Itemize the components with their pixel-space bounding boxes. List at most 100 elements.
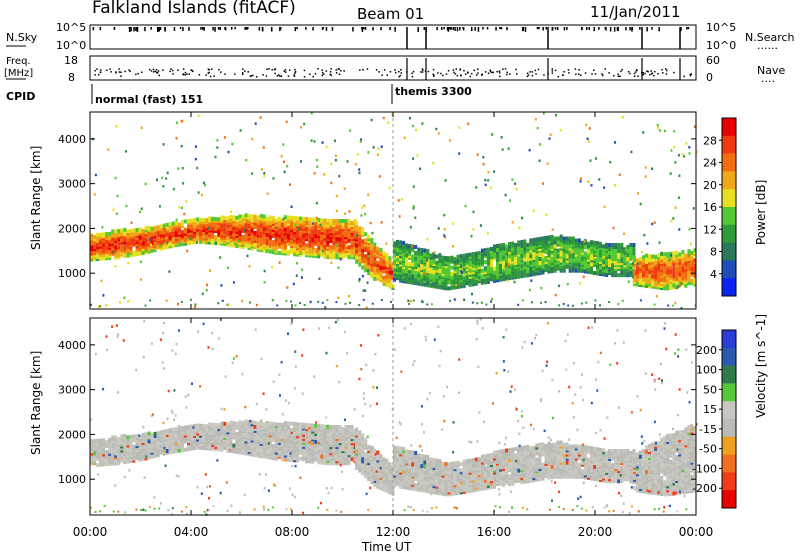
range-cell [480,274,484,279]
range-cell [314,254,318,259]
range-cell [308,217,312,222]
range-cell [223,215,227,220]
range-cell [347,225,351,230]
scatter-point [683,155,685,158]
range-cell [687,249,691,254]
range-cell [162,239,166,244]
freq-point [294,68,296,71]
nsky-bar [164,27,166,31]
colorbar-tick-label: 28 [703,134,717,147]
freq-point [578,69,580,71]
scatter-point [631,262,634,265]
freq-point [527,74,530,76]
range-cell [326,239,330,243]
range-cell [523,239,527,244]
range-cell [290,248,293,252]
range-cell [223,421,227,426]
range-cell [308,433,312,438]
range-cell [379,266,383,271]
range-cell [426,255,430,260]
range-cell [320,238,324,243]
nsky-bar [200,27,202,30]
near-range-point [249,301,252,304]
range-cell [262,214,266,219]
freq-point [98,73,100,76]
freq-point [170,68,172,70]
scatter-point [680,282,683,285]
range-cell [265,431,269,435]
range-cell [193,218,196,222]
range-cell [675,258,679,263]
nsky-bar [471,27,473,31]
range-cell [335,219,339,223]
colorbar-swatch [722,171,736,190]
scatter-point [376,153,379,156]
range-cell [220,421,224,426]
range-cell [317,232,321,237]
freq-point [471,72,473,75]
range-cell [690,278,694,283]
nsky-bar [486,27,489,30]
scatter-point [421,122,424,125]
range-cell [329,239,333,244]
range-cell [102,458,106,463]
range-cell [657,283,661,288]
y-tick-label: 4000 [58,133,86,146]
scatter-point [513,280,516,284]
scatter-point [415,128,417,132]
scatter-point [475,186,478,189]
range-cell [385,252,389,257]
scatter-point [363,204,366,208]
scatter-point [579,177,582,180]
colorbar-swatch [722,278,736,297]
range-cell [174,447,178,452]
range-cell [642,261,645,266]
nsky-bar [231,27,233,30]
range-cell [287,249,290,254]
range-cell [364,232,368,237]
scatter-point [613,184,616,187]
range-cell [217,217,221,222]
freq-point [330,68,332,70]
range-cell [583,265,587,270]
scatter-point [643,233,646,237]
scatter-point [162,229,165,232]
scatter-point [501,148,504,151]
nsky-bar [279,27,281,32]
nsky-bar [631,27,634,30]
freq-point [278,74,280,76]
near-range-point [639,299,642,302]
scatter-point [688,152,691,155]
scatter-point [324,306,327,309]
scatter-point [337,266,340,269]
scatter-point [254,122,257,125]
range-cell [599,257,602,262]
scatter-point [185,200,188,203]
scatter-point [345,244,348,247]
range-cell [332,449,336,454]
range-cell [144,448,148,453]
range-cell [344,443,348,448]
range-cell [690,260,694,265]
range-cell [132,454,136,459]
range-cell [193,438,196,443]
range-cell [93,451,96,456]
freq-point [460,74,462,77]
freq-point [218,68,220,71]
range-cell [283,425,287,430]
scatter-point [248,264,251,268]
range-cell [608,243,612,247]
range-cell [283,245,287,250]
range-cell [305,221,309,226]
range-cell [666,286,670,291]
range-cell [520,248,524,252]
nsearch-tick-top: 10^5 [706,21,736,34]
scatter-point [100,279,103,283]
range-cell [256,447,260,452]
range-cell [514,269,518,274]
range-cell [232,215,236,220]
range-cell [305,243,309,248]
range-cell [648,262,651,267]
range-cell [320,432,324,437]
scatter-point [670,219,673,223]
